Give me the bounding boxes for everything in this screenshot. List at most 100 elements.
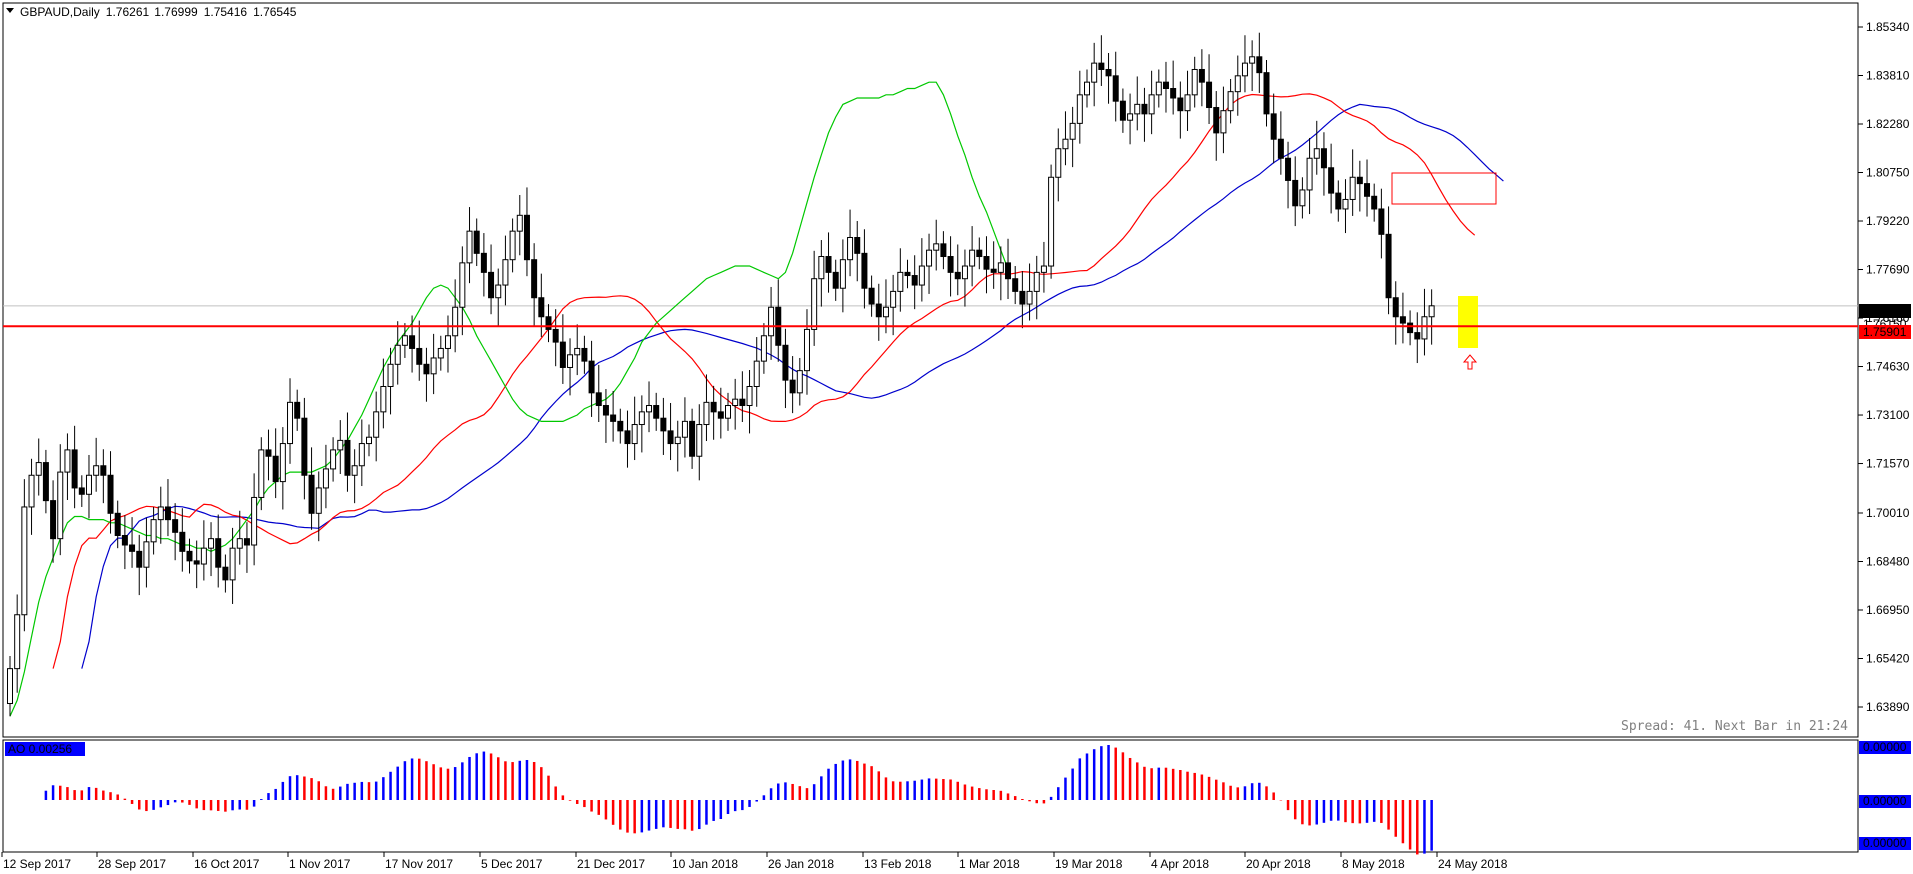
candle-body [825,256,832,273]
candle-body [567,354,574,368]
candle-body [696,424,703,457]
candle-body [933,243,940,251]
candle-body [1084,81,1090,96]
candle-body [653,405,660,419]
candle-body [861,252,868,289]
y-tick-label: 1.63890 [1866,700,1910,714]
candle-body [1062,138,1069,150]
candle-body [1234,75,1241,93]
up-arrow-icon [1462,354,1478,370]
candle-body [387,363,394,387]
candle-body [42,462,49,502]
current-price-tag: 1.76545 [1863,304,1907,318]
candle-body [480,252,487,273]
candle-body [947,256,954,273]
candle-body [150,519,157,543]
candle-body [366,436,372,445]
candle-body [200,547,207,565]
candle-body [875,303,882,318]
candle-body [258,449,265,498]
candle-body [839,259,846,289]
highlight-bar [1458,296,1478,348]
candle-body [78,487,85,495]
x-tick-label: 17 Nov 2017 [385,857,453,871]
candle-body [1256,56,1263,74]
candle-body [1155,81,1162,96]
candle-body [983,256,990,270]
candle-body [1378,208,1385,235]
candle-body [1019,290,1026,305]
supply-zone-box [1391,172,1497,205]
candle-body [1313,148,1320,159]
candle-body [1292,179,1299,207]
candle-body [954,271,961,280]
candle-body [488,271,495,299]
indicator-label: AO 0.00256 [8,742,72,756]
candle-body [344,439,351,476]
candle-body [847,236,854,261]
candle-body [136,550,143,568]
candle-body [1091,62,1098,83]
candle-body [1392,297,1399,318]
candle-body [581,347,588,362]
candle-body [380,385,387,413]
candle-body [940,243,947,258]
triangle-down-icon[interactable] [6,8,14,13]
candle-body [732,398,739,407]
candle-body [1306,157,1313,191]
y-tick-label: 1.77690 [1866,263,1910,277]
candle-body [890,290,897,308]
candle-body [1191,68,1198,96]
candle-body [330,449,337,470]
candle-body [1105,68,1112,77]
candle-body [57,471,64,540]
candle-body [725,405,731,419]
candle-body [179,531,186,552]
ma-fast-line [9,81,1009,717]
candle-body [1184,94,1191,112]
candle-body [760,335,767,362]
candle-body [1299,189,1306,207]
candle-body [990,268,997,273]
candle-body [308,474,315,514]
candle-body [215,538,222,568]
candle-body [918,265,925,286]
y-axis: 1.85340 1.83810 1.82280 1.80750 1.79220 1.776… [1858,20,1910,714]
main-plot-frame [2,2,1859,738]
candle-body [1220,110,1227,134]
candle-body [796,370,803,394]
candle-body [294,401,301,419]
candle-body [574,347,581,356]
candle-body [1048,176,1055,267]
y-tick-label: 1.83810 [1866,69,1910,83]
candle-body [1170,88,1177,99]
level-price-tag-bg [1859,325,1911,339]
y-tick-label: 1.73100 [1866,408,1910,422]
candle-body [1349,176,1356,200]
candle-body [502,259,509,286]
indicator-tag-bottom-bg [1859,837,1911,850]
y-tick-label: 1.79220 [1866,214,1910,228]
candle-body [358,443,365,467]
candle-body [624,430,631,445]
candle-body [373,411,380,438]
candle-body [523,214,530,261]
candle-body [430,357,437,375]
candle-body [1055,148,1062,178]
candle-body [531,259,538,299]
x-tick-label: 20 Apr 2018 [1246,857,1311,871]
candle-body [172,519,179,533]
indicator-label-bg [5,742,85,756]
candle-body [1364,183,1371,197]
candle-body [667,430,674,445]
candle-body [495,284,502,299]
candle-body [114,512,121,536]
candle-body [1385,233,1392,299]
indicator-tag-mid-bg [1859,795,1911,808]
candle-body [516,214,523,232]
candles-layer [7,32,1435,717]
candle-body [409,335,416,349]
candle-body [617,420,624,432]
candle-body [681,420,688,438]
candle-body [717,411,724,419]
